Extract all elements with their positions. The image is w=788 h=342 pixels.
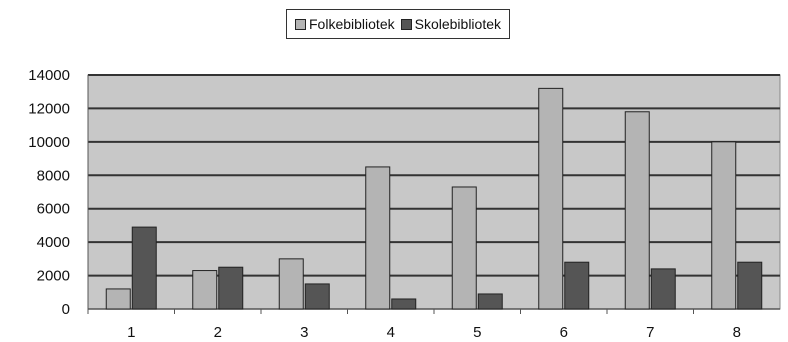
x-tick-label: 4 <box>387 324 395 341</box>
legend-label-series-1: Folkebibliotek <box>309 16 395 32</box>
y-tick-label: 2000 <box>37 268 70 285</box>
bar-series-2 <box>737 261 763 310</box>
plot-background <box>87 74 781 310</box>
bar-series-2 <box>477 293 503 310</box>
x-tick-label: 7 <box>646 324 654 341</box>
x-tick-label: 1 <box>127 324 135 341</box>
legend-item-series-1: Folkebibliotek <box>295 16 395 32</box>
bar-series-1 <box>624 111 650 310</box>
x-tick-label: 2 <box>214 324 222 341</box>
legend-label-series-2: Skolebibliotek <box>414 16 501 32</box>
y-tick-label: 10000 <box>28 134 70 151</box>
y-tick-label: 12000 <box>28 100 70 117</box>
bar-series-1 <box>278 258 304 310</box>
y-tick-label: 0 <box>62 301 70 318</box>
legend-item-series-2: Skolebibliotek <box>400 16 501 32</box>
bar-series-2 <box>564 261 590 310</box>
bar-series-2 <box>650 268 676 310</box>
bar-series-2 <box>304 283 330 310</box>
bar-series-1 <box>451 186 477 310</box>
y-tick-label: 14000 <box>28 67 70 84</box>
y-tick-label: 4000 <box>37 234 70 251</box>
x-tick-label: 5 <box>473 324 481 341</box>
bar-series-1 <box>192 270 218 310</box>
legend-swatch-series-1 <box>295 18 306 30</box>
x-tick-label: 8 <box>733 324 741 341</box>
x-tick-label: 6 <box>560 324 568 341</box>
legend-swatch-series-2 <box>400 18 412 30</box>
x-tick-label: 3 <box>300 324 308 341</box>
bar-series-1 <box>538 87 564 310</box>
legend: Folkebibliotek Skolebibliotek <box>286 9 510 39</box>
bar-series-2 <box>391 298 417 310</box>
bar-series-1 <box>711 141 737 310</box>
y-tick-label: 8000 <box>37 167 70 184</box>
bar-series-1 <box>105 288 131 310</box>
bar-series-2 <box>218 266 244 310</box>
bar-series-1 <box>365 166 391 310</box>
bar-series-2 <box>131 226 157 310</box>
y-tick-label: 6000 <box>37 201 70 218</box>
